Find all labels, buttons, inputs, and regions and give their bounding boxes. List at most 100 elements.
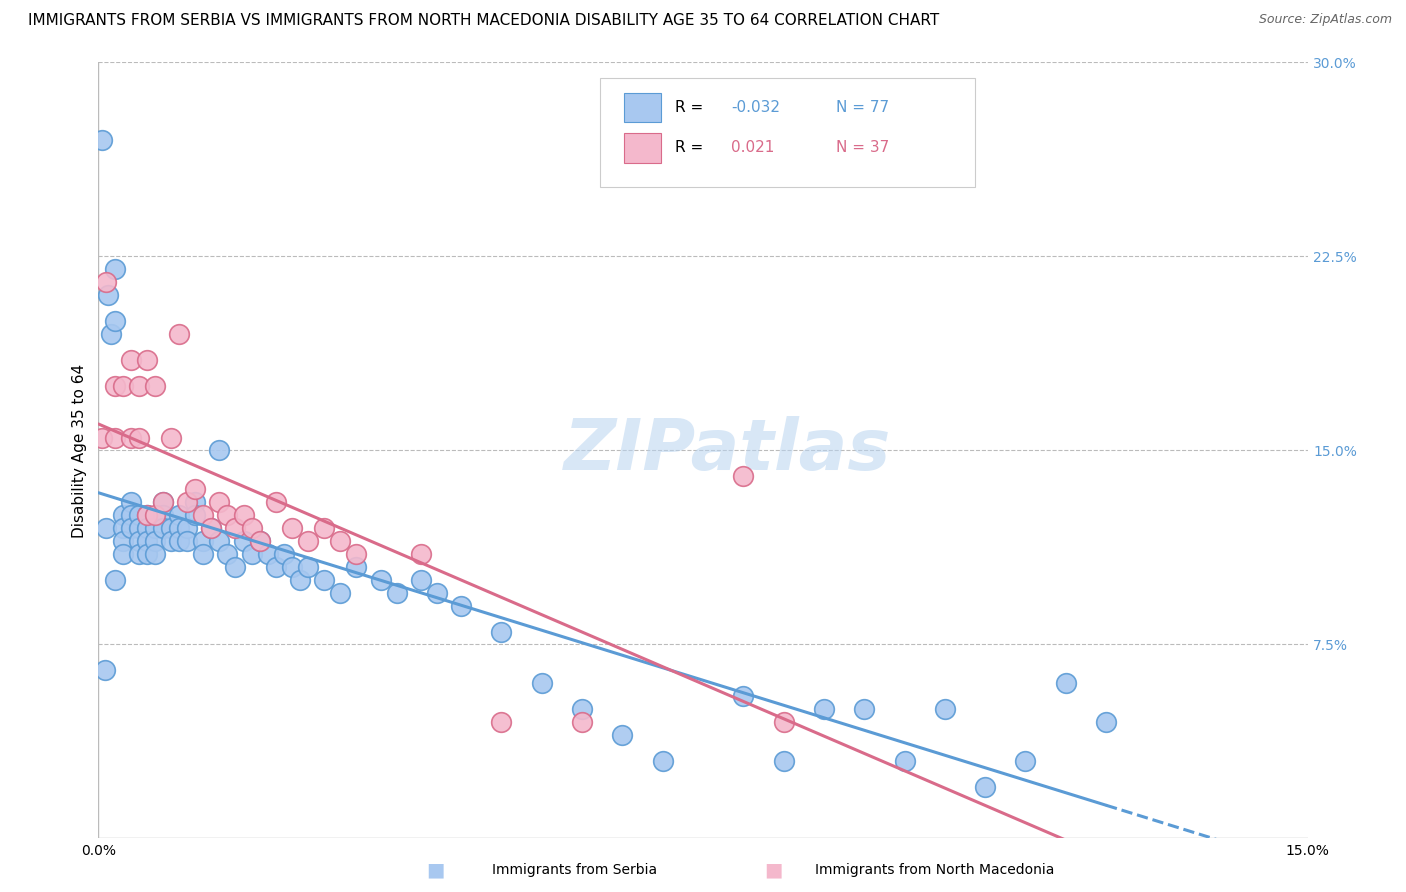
Point bbox=[176, 495, 198, 509]
Point bbox=[160, 431, 183, 445]
Bar bbox=[624, 133, 661, 162]
Point bbox=[135, 353, 157, 368]
Point bbox=[103, 573, 125, 587]
Point bbox=[176, 521, 198, 535]
Point bbox=[143, 521, 166, 535]
Point bbox=[167, 508, 190, 523]
Point bbox=[217, 547, 239, 561]
Point bbox=[651, 754, 673, 768]
Point bbox=[100, 326, 122, 341]
Point bbox=[103, 262, 125, 277]
Point bbox=[111, 379, 134, 393]
Point bbox=[167, 533, 190, 548]
Point bbox=[934, 702, 956, 716]
Point bbox=[232, 508, 254, 523]
Point bbox=[91, 431, 114, 445]
Point bbox=[273, 547, 295, 561]
Point bbox=[217, 508, 239, 523]
Point bbox=[409, 573, 432, 587]
Point bbox=[893, 754, 915, 768]
Point bbox=[111, 521, 134, 535]
Point bbox=[152, 508, 174, 523]
Point bbox=[249, 533, 271, 548]
Point bbox=[128, 431, 150, 445]
Text: Immigrants from North Macedonia: Immigrants from North Macedonia bbox=[815, 863, 1054, 877]
Text: ■: ■ bbox=[763, 860, 783, 880]
Point bbox=[974, 780, 997, 794]
Text: 0.021: 0.021 bbox=[731, 140, 775, 155]
Point bbox=[344, 547, 367, 561]
Point bbox=[224, 521, 246, 535]
Point bbox=[120, 431, 142, 445]
Point bbox=[120, 508, 142, 523]
Text: -0.032: -0.032 bbox=[731, 100, 780, 115]
Point bbox=[264, 495, 287, 509]
Point bbox=[152, 521, 174, 535]
Point bbox=[249, 533, 271, 548]
Point bbox=[281, 521, 304, 535]
Point bbox=[571, 702, 593, 716]
Point bbox=[329, 533, 352, 548]
Point bbox=[97, 288, 120, 302]
Point bbox=[385, 586, 408, 600]
Text: Source: ZipAtlas.com: Source: ZipAtlas.com bbox=[1258, 13, 1392, 27]
Point bbox=[281, 560, 304, 574]
Point bbox=[135, 521, 157, 535]
Point bbox=[94, 664, 117, 678]
Point bbox=[314, 521, 336, 535]
Point bbox=[264, 560, 287, 574]
Point bbox=[135, 508, 157, 523]
Point bbox=[96, 521, 118, 535]
Point bbox=[426, 586, 449, 600]
Point bbox=[184, 482, 207, 496]
Point bbox=[91, 133, 114, 147]
Point bbox=[111, 547, 134, 561]
Point bbox=[120, 353, 142, 368]
Point bbox=[314, 573, 336, 587]
Text: N = 37: N = 37 bbox=[837, 140, 889, 155]
Text: R =: R = bbox=[675, 100, 703, 115]
Point bbox=[409, 547, 432, 561]
Point bbox=[733, 469, 755, 483]
Bar bbox=[624, 93, 661, 122]
Text: IMMIGRANTS FROM SERBIA VS IMMIGRANTS FROM NORTH MACEDONIA DISABILITY AGE 35 TO 6: IMMIGRANTS FROM SERBIA VS IMMIGRANTS FRO… bbox=[28, 13, 939, 29]
Text: N = 77: N = 77 bbox=[837, 100, 889, 115]
Point bbox=[297, 533, 319, 548]
Point bbox=[135, 547, 157, 561]
Point bbox=[571, 715, 593, 730]
Point bbox=[143, 508, 166, 523]
Point bbox=[772, 754, 794, 768]
Point bbox=[120, 495, 142, 509]
Point bbox=[813, 702, 835, 716]
Point bbox=[111, 508, 134, 523]
Point bbox=[772, 715, 794, 730]
Point bbox=[193, 533, 215, 548]
Point bbox=[120, 521, 142, 535]
Point bbox=[152, 495, 174, 509]
Point bbox=[491, 715, 513, 730]
Point bbox=[167, 326, 190, 341]
Point bbox=[208, 533, 231, 548]
Point bbox=[103, 314, 125, 328]
Point bbox=[208, 495, 231, 509]
Point bbox=[96, 275, 118, 289]
Point bbox=[240, 521, 263, 535]
Point bbox=[176, 533, 198, 548]
Point bbox=[288, 573, 311, 587]
Point bbox=[450, 599, 472, 613]
Point bbox=[1095, 715, 1118, 730]
Point bbox=[1014, 754, 1036, 768]
Point bbox=[344, 560, 367, 574]
Point bbox=[103, 431, 125, 445]
Text: ■: ■ bbox=[426, 860, 446, 880]
Point bbox=[128, 379, 150, 393]
Point bbox=[200, 521, 222, 535]
Point bbox=[128, 547, 150, 561]
Point bbox=[135, 508, 157, 523]
Point bbox=[1054, 676, 1077, 690]
Point bbox=[143, 379, 166, 393]
Point bbox=[160, 521, 183, 535]
Point bbox=[128, 521, 150, 535]
Point bbox=[329, 586, 352, 600]
Point bbox=[128, 508, 150, 523]
